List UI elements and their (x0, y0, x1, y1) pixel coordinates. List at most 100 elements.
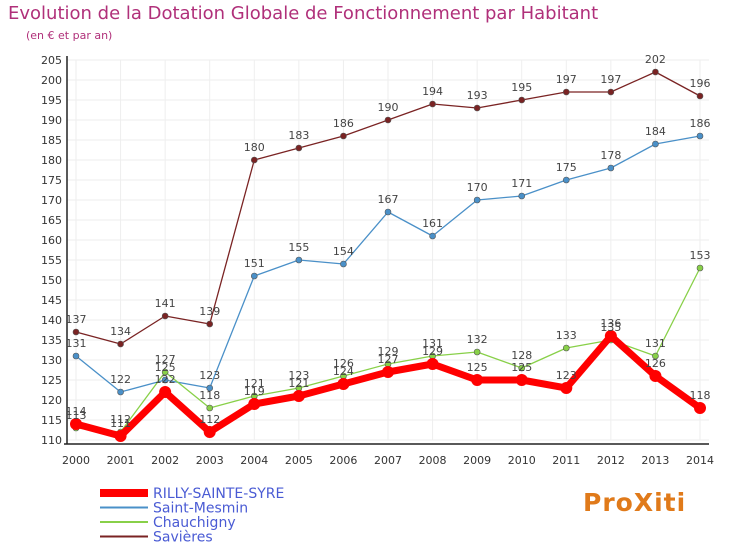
data-label-rilly-sainte-syre: 127 (378, 353, 399, 366)
x-tick-label: 2013 (641, 454, 669, 467)
data-point-rilly-sainte-syre (292, 390, 305, 402)
data-label-savi-res: 202 (645, 53, 666, 66)
data-label-chauchigny: 123 (288, 369, 309, 382)
data-label-rilly-sainte-syre: 112 (199, 413, 220, 426)
data-label-savi-res: 134 (110, 325, 131, 338)
logo-text: ProXiti (583, 488, 687, 517)
data-point-savi-res (295, 144, 303, 152)
data-label-savi-res: 183 (288, 129, 309, 142)
data-label-saint-mesmin: 131 (66, 337, 87, 350)
data-label-saint-mesmin: 167 (378, 193, 399, 206)
data-label-rilly-sainte-syre: 122 (155, 373, 176, 386)
data-label-saint-mesmin: 122 (110, 373, 131, 386)
data-point-rilly-sainte-syre (337, 378, 350, 390)
data-point-savi-res (518, 96, 526, 104)
data-point-savi-res (696, 92, 704, 100)
y-tick-label: 130 (41, 354, 62, 367)
y-tick-label: 120 (41, 394, 62, 407)
data-label-savi-res: 195 (511, 81, 532, 94)
y-tick-label: 155 (41, 254, 62, 267)
series-layer (70, 68, 706, 442)
x-tick-label: 2014 (686, 454, 714, 467)
data-point-savi-res (429, 100, 436, 108)
data-label-savi-res: 197 (600, 73, 621, 86)
data-point-chauchigny (161, 368, 169, 376)
data-point-saint-mesmin (696, 132, 704, 140)
data-label-rilly-sainte-syre: 126 (645, 357, 666, 370)
data-point-rilly-sainte-syre (70, 418, 82, 430)
data-label-rilly-sainte-syre: 118 (690, 389, 711, 402)
y-tick-label: 200 (41, 74, 62, 87)
data-point-chauchigny (562, 344, 570, 352)
data-point-chauchigny (206, 404, 214, 412)
x-tick-label: 2001 (107, 454, 135, 467)
data-label-saint-mesmin: 170 (467, 181, 488, 194)
data-point-rilly-sainte-syre (114, 430, 127, 442)
data-point-savi-res (473, 104, 481, 112)
data-point-saint-mesmin (340, 260, 347, 268)
data-point-rilly-sainte-syre (694, 402, 706, 414)
data-point-rilly-sainte-syre (560, 382, 573, 394)
data-point-saint-mesmin (429, 232, 436, 240)
data-point-saint-mesmin (518, 192, 526, 200)
data-point-savi-res (72, 328, 80, 336)
legend-label-rilly-sainte-syre: RILLY-SAINTE-SYRE (153, 486, 284, 502)
data-point-rilly-sainte-syre (203, 426, 216, 438)
data-label-chauchigny: 121 (244, 377, 265, 390)
data-point-rilly-sainte-syre (515, 374, 528, 386)
legend-label-savi-res: Savières (153, 530, 213, 546)
y-tick-label: 160 (41, 234, 62, 247)
y-tick-label: 175 (41, 174, 62, 187)
data-label-chauchigny: 113 (66, 409, 87, 422)
data-point-saint-mesmin (295, 256, 303, 264)
data-label-savi-res: 180 (244, 141, 265, 154)
y-tick-label: 205 (41, 54, 62, 67)
data-point-savi-res (562, 88, 570, 96)
data-label-chauchigny: 153 (690, 249, 711, 262)
data-point-saint-mesmin (206, 384, 214, 392)
x-tick-label: 2010 (508, 454, 536, 467)
x-tick-label: 2007 (374, 454, 402, 467)
data-label-savi-res: 139 (199, 305, 220, 318)
data-point-savi-res (340, 132, 347, 140)
y-tick-label: 165 (41, 214, 62, 227)
data-point-savi-res (117, 340, 124, 348)
data-label-chauchigny: 128 (511, 349, 532, 362)
data-point-rilly-sainte-syre (649, 370, 662, 382)
data-label-rilly-sainte-syre: 121 (288, 377, 309, 390)
data-label-saint-mesmin: 186 (690, 117, 711, 130)
data-label-saint-mesmin: 161 (422, 217, 443, 230)
data-point-saint-mesmin (117, 388, 124, 396)
data-point-savi-res (250, 156, 258, 164)
data-label-savi-res: 194 (422, 85, 443, 98)
y-tick-label: 180 (41, 154, 62, 167)
data-point-savi-res (161, 312, 169, 320)
data-point-savi-res (652, 68, 659, 76)
data-label-savi-res: 193 (467, 89, 488, 102)
data-label-savi-res: 137 (66, 313, 87, 326)
data-label-chauchigny: 133 (556, 329, 577, 342)
x-tick-label: 2012 (597, 454, 625, 467)
chart-subtitle: (en € et par an) (26, 29, 113, 42)
data-label-savi-res: 196 (690, 77, 711, 90)
y-tick-label: 125 (41, 374, 62, 387)
y-tick-label: 110 (41, 434, 62, 447)
data-label-savi-res: 197 (556, 73, 577, 86)
data-label-rilly-sainte-syre: 119 (244, 385, 265, 398)
data-label-chauchigny: 131 (645, 337, 666, 350)
y-tick-label: 115 (41, 414, 62, 427)
data-label-saint-mesmin: 155 (288, 241, 309, 254)
x-tick-label: 2003 (196, 454, 224, 467)
data-point-chauchigny (696, 264, 704, 272)
data-point-chauchigny (473, 348, 481, 356)
x-tick-label: 2005 (285, 454, 313, 467)
x-tick-label: 2004 (240, 454, 268, 467)
data-point-saint-mesmin (72, 352, 80, 360)
data-point-saint-mesmin (250, 272, 258, 280)
data-label-saint-mesmin: 125 (155, 361, 176, 374)
data-point-saint-mesmin (161, 376, 169, 384)
data-label-chauchigny: 132 (467, 333, 488, 346)
y-tick-label: 195 (41, 94, 62, 107)
data-point-chauchigny (652, 352, 659, 360)
